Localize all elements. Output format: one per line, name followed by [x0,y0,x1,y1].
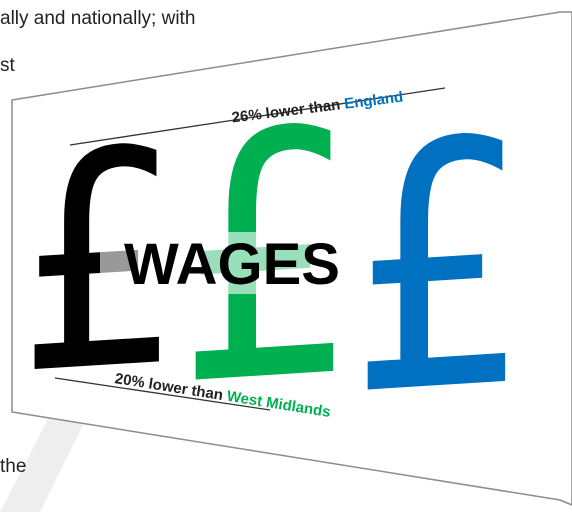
center-label: WAGES [124,232,340,297]
pound-symbol: £ [350,66,530,471]
page: ally and nationally; with st the 26% low… [0,0,572,512]
text-line: ally and nationally; with [0,8,195,29]
text-line: st [0,55,16,76]
text-line: the [0,456,26,477]
